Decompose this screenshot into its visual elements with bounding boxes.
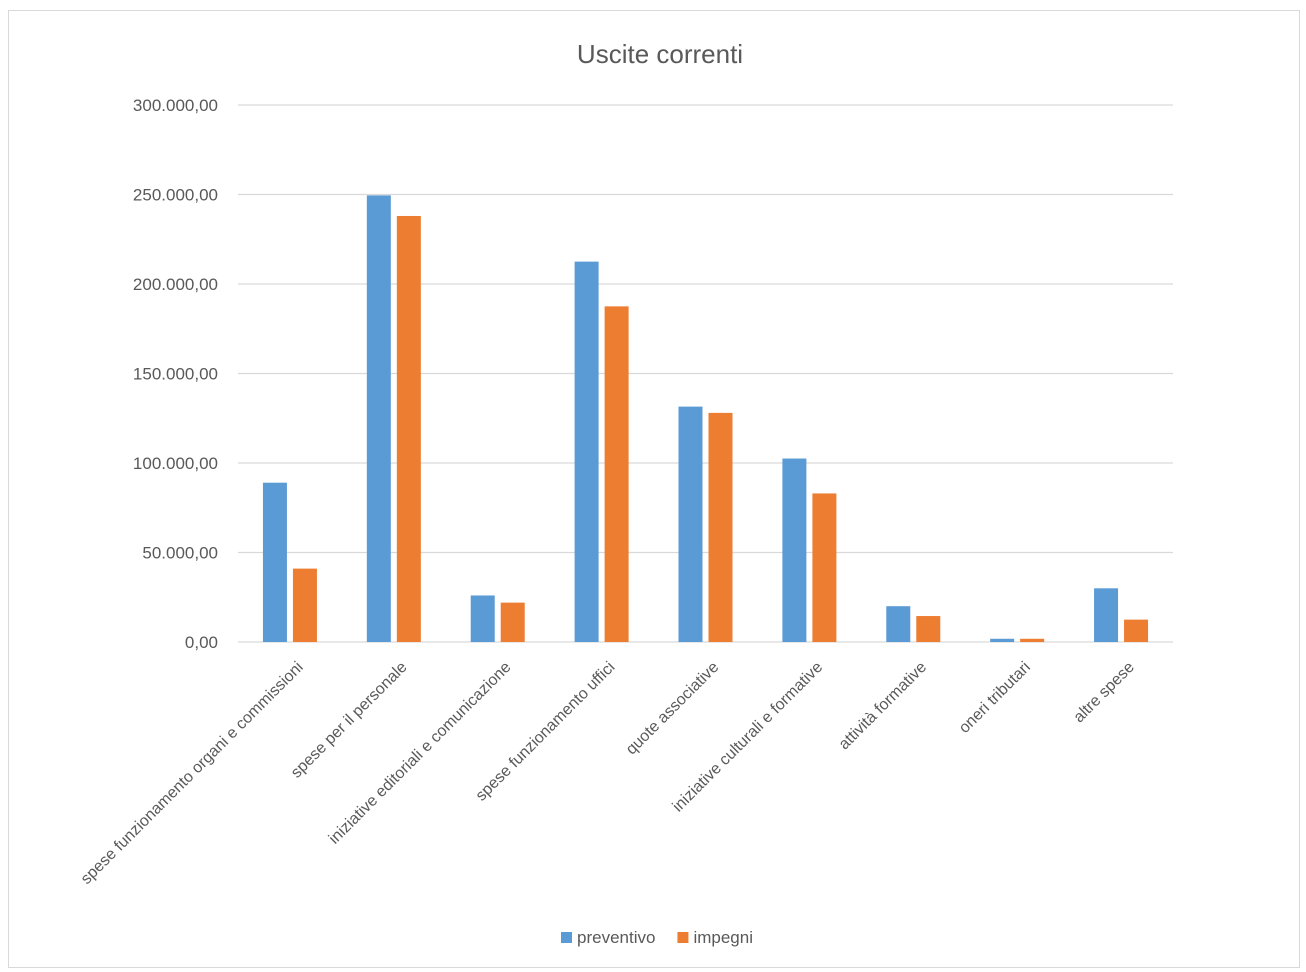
y-tick-label: 150.000,00 (133, 365, 218, 384)
bar-impegni (708, 412, 733, 642)
bar-preventivo (262, 482, 287, 642)
bar-impegni (812, 493, 837, 642)
bar-preventivo (470, 595, 495, 642)
bar-preventivo (366, 195, 391, 642)
bar-impegni (500, 602, 525, 642)
y-tick-label: 100.000,00 (133, 454, 218, 473)
bar-preventivo (1094, 588, 1119, 642)
bar-preventivo (990, 638, 1015, 642)
category-label: iniziative editoriali e comunicazione (326, 659, 515, 848)
category-label: oneri tributari (956, 659, 1034, 737)
legend-label-impegni: impegni (693, 928, 753, 947)
category-label: spese funzionamento organi e commissioni (78, 659, 307, 888)
y-tick-label: 250.000,00 (133, 186, 218, 205)
bar-preventivo (886, 606, 911, 642)
y-tick-label: 0,00 (185, 633, 218, 652)
legend: preventivo impegni (561, 928, 753, 947)
bar-impegni (292, 568, 317, 642)
chart-title: Uscite correnti (577, 39, 743, 69)
gridlines (238, 104, 1173, 643)
bar-preventivo (574, 261, 599, 642)
legend-swatch-preventivo (561, 932, 572, 943)
bar-preventivo (678, 406, 703, 642)
y-tick-label: 300.000,00 (133, 96, 218, 115)
chart-frame (8, 10, 1300, 968)
bar-impegni (396, 215, 421, 643)
bar-preventivo (782, 458, 807, 642)
category-label: altre spese (1071, 659, 1138, 726)
category-label: attività formative (836, 659, 930, 753)
legend-swatch-impegni (677, 932, 689, 943)
legend-label-preventivo: preventivo (577, 928, 655, 947)
y-tick-label: 50.000,00 (142, 544, 218, 563)
bar-impegni (1124, 619, 1149, 642)
y-tick-label: 200.000,00 (133, 275, 218, 294)
bar-impegni (604, 306, 629, 642)
bars (262, 195, 1149, 643)
category-label: spese per il personale (288, 659, 411, 782)
bar-impegni (916, 616, 941, 642)
x-axis-categories: spese funzionamento organi e commissioni… (78, 659, 1138, 888)
bar-impegni (1020, 638, 1045, 642)
y-axis-ticks: 0,00 50.000,00 100.000,00 150.000,00 200.000… (133, 96, 218, 652)
category-label: quote associative (623, 659, 723, 759)
